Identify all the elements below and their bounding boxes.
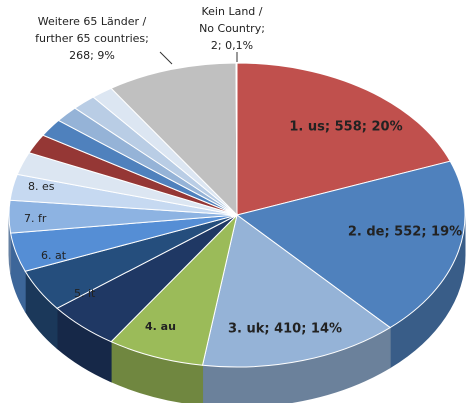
data-label: 2; 0,1% (211, 39, 253, 52)
slice (235, 62, 238, 216)
slice (201, 214, 392, 368)
slice-tops (8, 62, 466, 368)
slice (110, 62, 238, 217)
data-label: 4. au (145, 320, 176, 333)
data-label: Weitere 65 Länder / (38, 15, 147, 28)
slice-sides (8, 214, 466, 403)
leader-line (159, 51, 173, 65)
data-label: 2. de; 552; 19% (348, 225, 462, 240)
data-label: 6. at (41, 249, 67, 262)
data-label: 268; 9% (69, 49, 115, 62)
data-label: 8. es (28, 180, 55, 193)
data-label: Kein Land / (202, 5, 263, 18)
slice (236, 62, 451, 216)
data-label: 5. it (74, 287, 96, 300)
data-label: 3. uk; 410; 14% (228, 322, 342, 337)
data-label: 1. us; 558; 20% (289, 120, 402, 135)
data-label: further 65 countries; (35, 32, 149, 45)
slice (235, 160, 466, 329)
data-label: 7. fr (24, 212, 47, 225)
data-label: No Country; (199, 22, 265, 35)
